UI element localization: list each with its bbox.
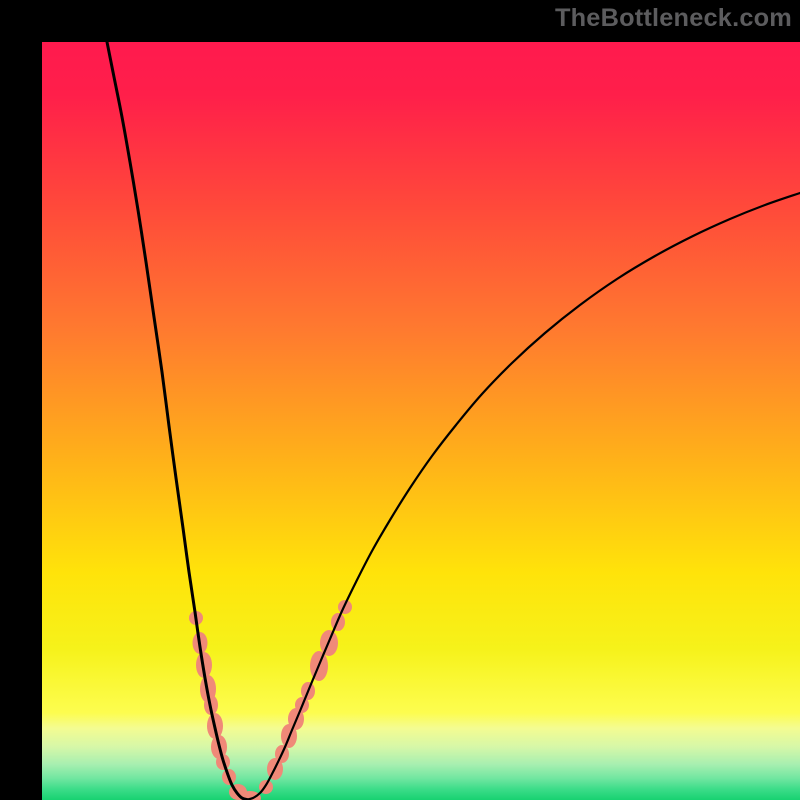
chart-svg bbox=[42, 42, 800, 800]
watermark-label: TheBottleneck.com bbox=[555, 4, 792, 33]
plot-area bbox=[42, 42, 800, 800]
left-curve bbox=[107, 42, 247, 800]
stage: TheBottleneck.com bbox=[0, 0, 800, 800]
markers-group bbox=[189, 600, 352, 800]
right-curve bbox=[247, 193, 800, 800]
